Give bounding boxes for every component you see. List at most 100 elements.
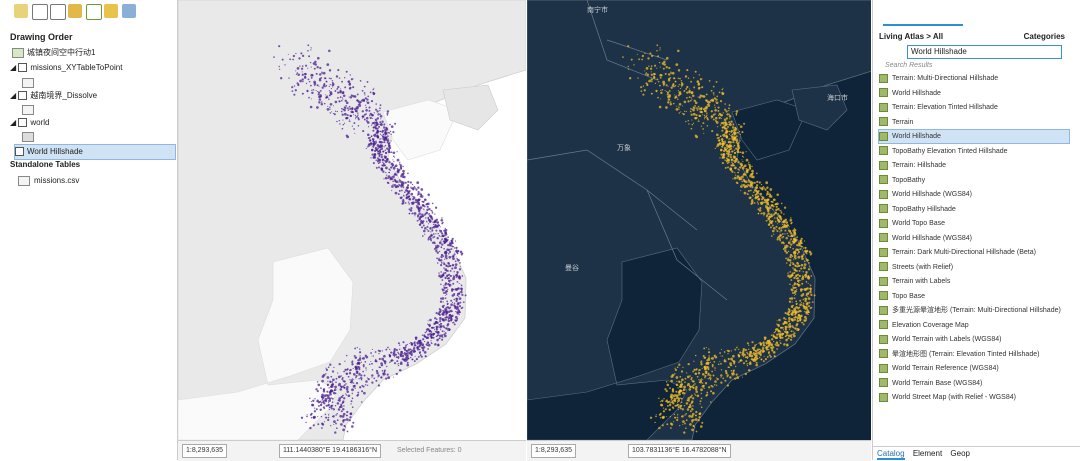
tab[interactable]: Catalog [877,449,905,460]
point [739,351,742,354]
point [730,350,732,352]
point [684,414,686,416]
point [724,166,727,169]
layer-row[interactable]: ◢ 越南境界_Dissolve [10,91,98,101]
point [807,305,811,308]
tool-icon[interactable] [104,4,118,18]
result-item[interactable]: World Hillshade (WGS84) [879,188,1069,201]
result-item[interactable]: Topo Base [879,290,1069,303]
point [796,327,798,329]
point [338,397,341,400]
point [414,215,416,217]
point [369,116,372,120]
result-item[interactable]: Terrain: Elevation Tinted Hillshade [879,101,1069,114]
point [696,375,699,378]
point [679,375,682,378]
result-item[interactable]: Elevation Coverage Map [879,319,1069,332]
tool-icon[interactable] [122,4,136,18]
map-view-hillshade[interactable] [178,0,526,440]
item-title: World Hillshade (WGS84) [892,234,973,242]
result-item[interactable]: TopoBathy [879,174,1069,187]
tab[interactable]: Geop [950,449,970,458]
result-item[interactable]: World Hillshade [879,87,1069,100]
point [671,84,675,87]
point [801,282,804,285]
point [728,138,730,140]
map-node[interactable]: 城镇夜间空中行动1 [12,46,188,60]
point [799,239,802,242]
result-item[interactable]: TopoBathy Elevation Tinted Hillshade [879,145,1069,158]
point [342,420,345,423]
result-item[interactable]: 多重光源晕渲地形 (Terrain: Multi-Directional Hil… [879,304,1069,317]
result-item[interactable]: Terrain with Labels [879,275,1069,288]
point [710,89,713,92]
point [319,66,322,70]
point [427,223,430,225]
point [675,376,679,379]
catalog-toolbar[interactable] [883,6,963,26]
point [785,262,788,264]
point [781,233,784,235]
tab[interactable]: Element [912,449,943,458]
point [742,161,744,163]
result-item[interactable]: TopoBathy Hillshade [879,203,1069,216]
result-item[interactable]: World Terrain with Labels (WGS84) [879,333,1069,346]
point [406,184,410,187]
border [646,189,728,301]
point [727,145,730,148]
point [431,211,434,214]
point [441,288,443,290]
scale[interactable]: 1:8,293,635 [531,444,576,458]
result-item[interactable]: Terrain: Hillshade [879,159,1069,172]
point [730,131,733,133]
categories-button[interactable]: Categories [1023,32,1065,41]
tool-icon[interactable] [50,4,66,20]
tool-icon[interactable] [14,4,28,18]
point [666,383,670,387]
table-row[interactable]: missions.csv [18,174,194,188]
tool-icon[interactable] [32,4,48,20]
point [458,292,461,295]
point [403,348,407,351]
point [389,141,391,143]
point [411,202,414,205]
point [420,188,424,191]
point [785,318,787,320]
point [346,410,349,414]
result-item[interactable]: Streets (with Relief) [879,261,1069,274]
search-box[interactable]: World Hillshade [907,45,1062,59]
point [690,97,693,99]
layer-row[interactable]: ◢ missions_XYTableToPoint [10,63,123,73]
point [735,373,738,376]
point [734,377,737,380]
item-title: World Hillshade (WGS84) [892,191,973,198]
point [727,166,729,169]
result-item[interactable]: World Street Map (with Relief - WGS84) [879,391,1069,404]
result-item[interactable]: Terrain: Multi-Directional Hillshade [879,72,1069,85]
result-item[interactable]: Terrain [879,116,1069,129]
result-item[interactable]: Terrain: Dark Multi-Directional Hillshad… [879,246,1069,259]
breadcrumb[interactable]: Living Atlas > All [879,32,944,41]
tool-icon[interactable] [68,4,82,18]
point [343,397,346,400]
result-item[interactable]: World Topo Base [879,217,1069,230]
point [443,330,445,332]
result-item[interactable]: World Hillshade (WGS84) [879,232,1069,245]
scale[interactable]: 1:8,293,635 [182,444,227,458]
result-item[interactable]: World Hillshade [878,129,1070,144]
point [780,211,783,214]
point [373,156,377,159]
point [434,320,438,324]
point [672,399,675,402]
point [456,270,459,274]
result-item[interactable]: World Terrain Reference (WGS84) [879,362,1069,375]
result-item[interactable]: 晕渲地形图 (Terrain: Elevation Tinted Hillsha… [879,348,1069,361]
result-item[interactable]: World Terrain Base (WGS84) [879,377,1069,390]
point [669,387,671,389]
point [382,161,384,163]
status-bar: 1:8,293,635 103.7831136°E 16.4782088°N [527,440,871,461]
tool-icon[interactable] [86,4,102,20]
layer-row-selected[interactable]: World Hillshade [14,144,176,160]
layer-row[interactable]: ◢ world [10,118,50,128]
